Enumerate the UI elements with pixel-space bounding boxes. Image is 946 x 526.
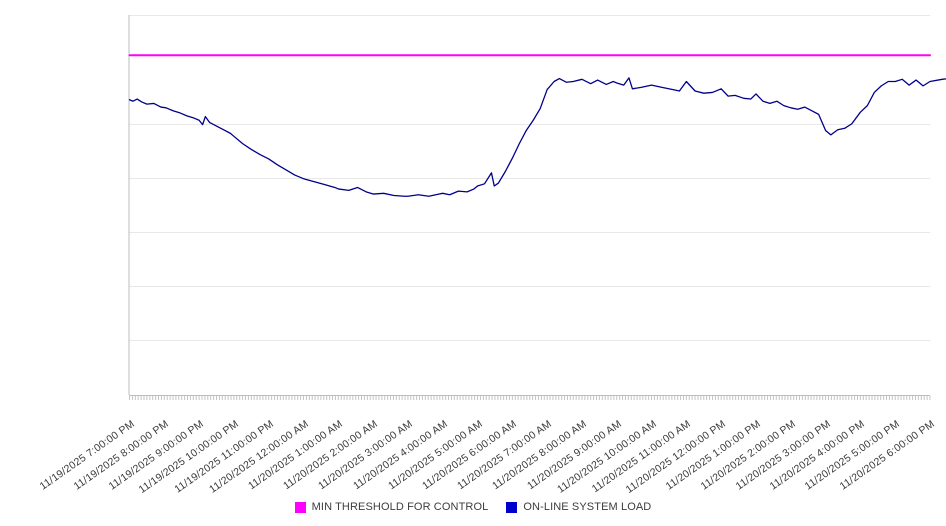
x-axis-tick-labels: 11/19/2025 7:00:00 PM 11/19/2025 8:00:00 …	[0, 400, 946, 496]
plot-background	[129, 15, 930, 395]
series-line-1	[128, 77, 946, 197]
legend-color-swatch	[294, 501, 306, 513]
legend-label: ON-LINE SYSTEM LOAD	[523, 501, 652, 513]
legend-item[interactable]: ON-LINE SYSTEM LOAD	[506, 501, 651, 513]
chart-legend: MIN THRESHOLD FOR CONTROL ON-LINE SYSTEM …	[0, 497, 946, 517]
plot-svg	[128, 15, 946, 400]
legend-item[interactable]: MIN THRESHOLD FOR CONTROL	[294, 501, 489, 513]
plot-area	[128, 15, 946, 400]
legend-color-swatch	[506, 501, 518, 513]
legend-label: MIN THRESHOLD FOR CONTROL	[311, 501, 489, 513]
